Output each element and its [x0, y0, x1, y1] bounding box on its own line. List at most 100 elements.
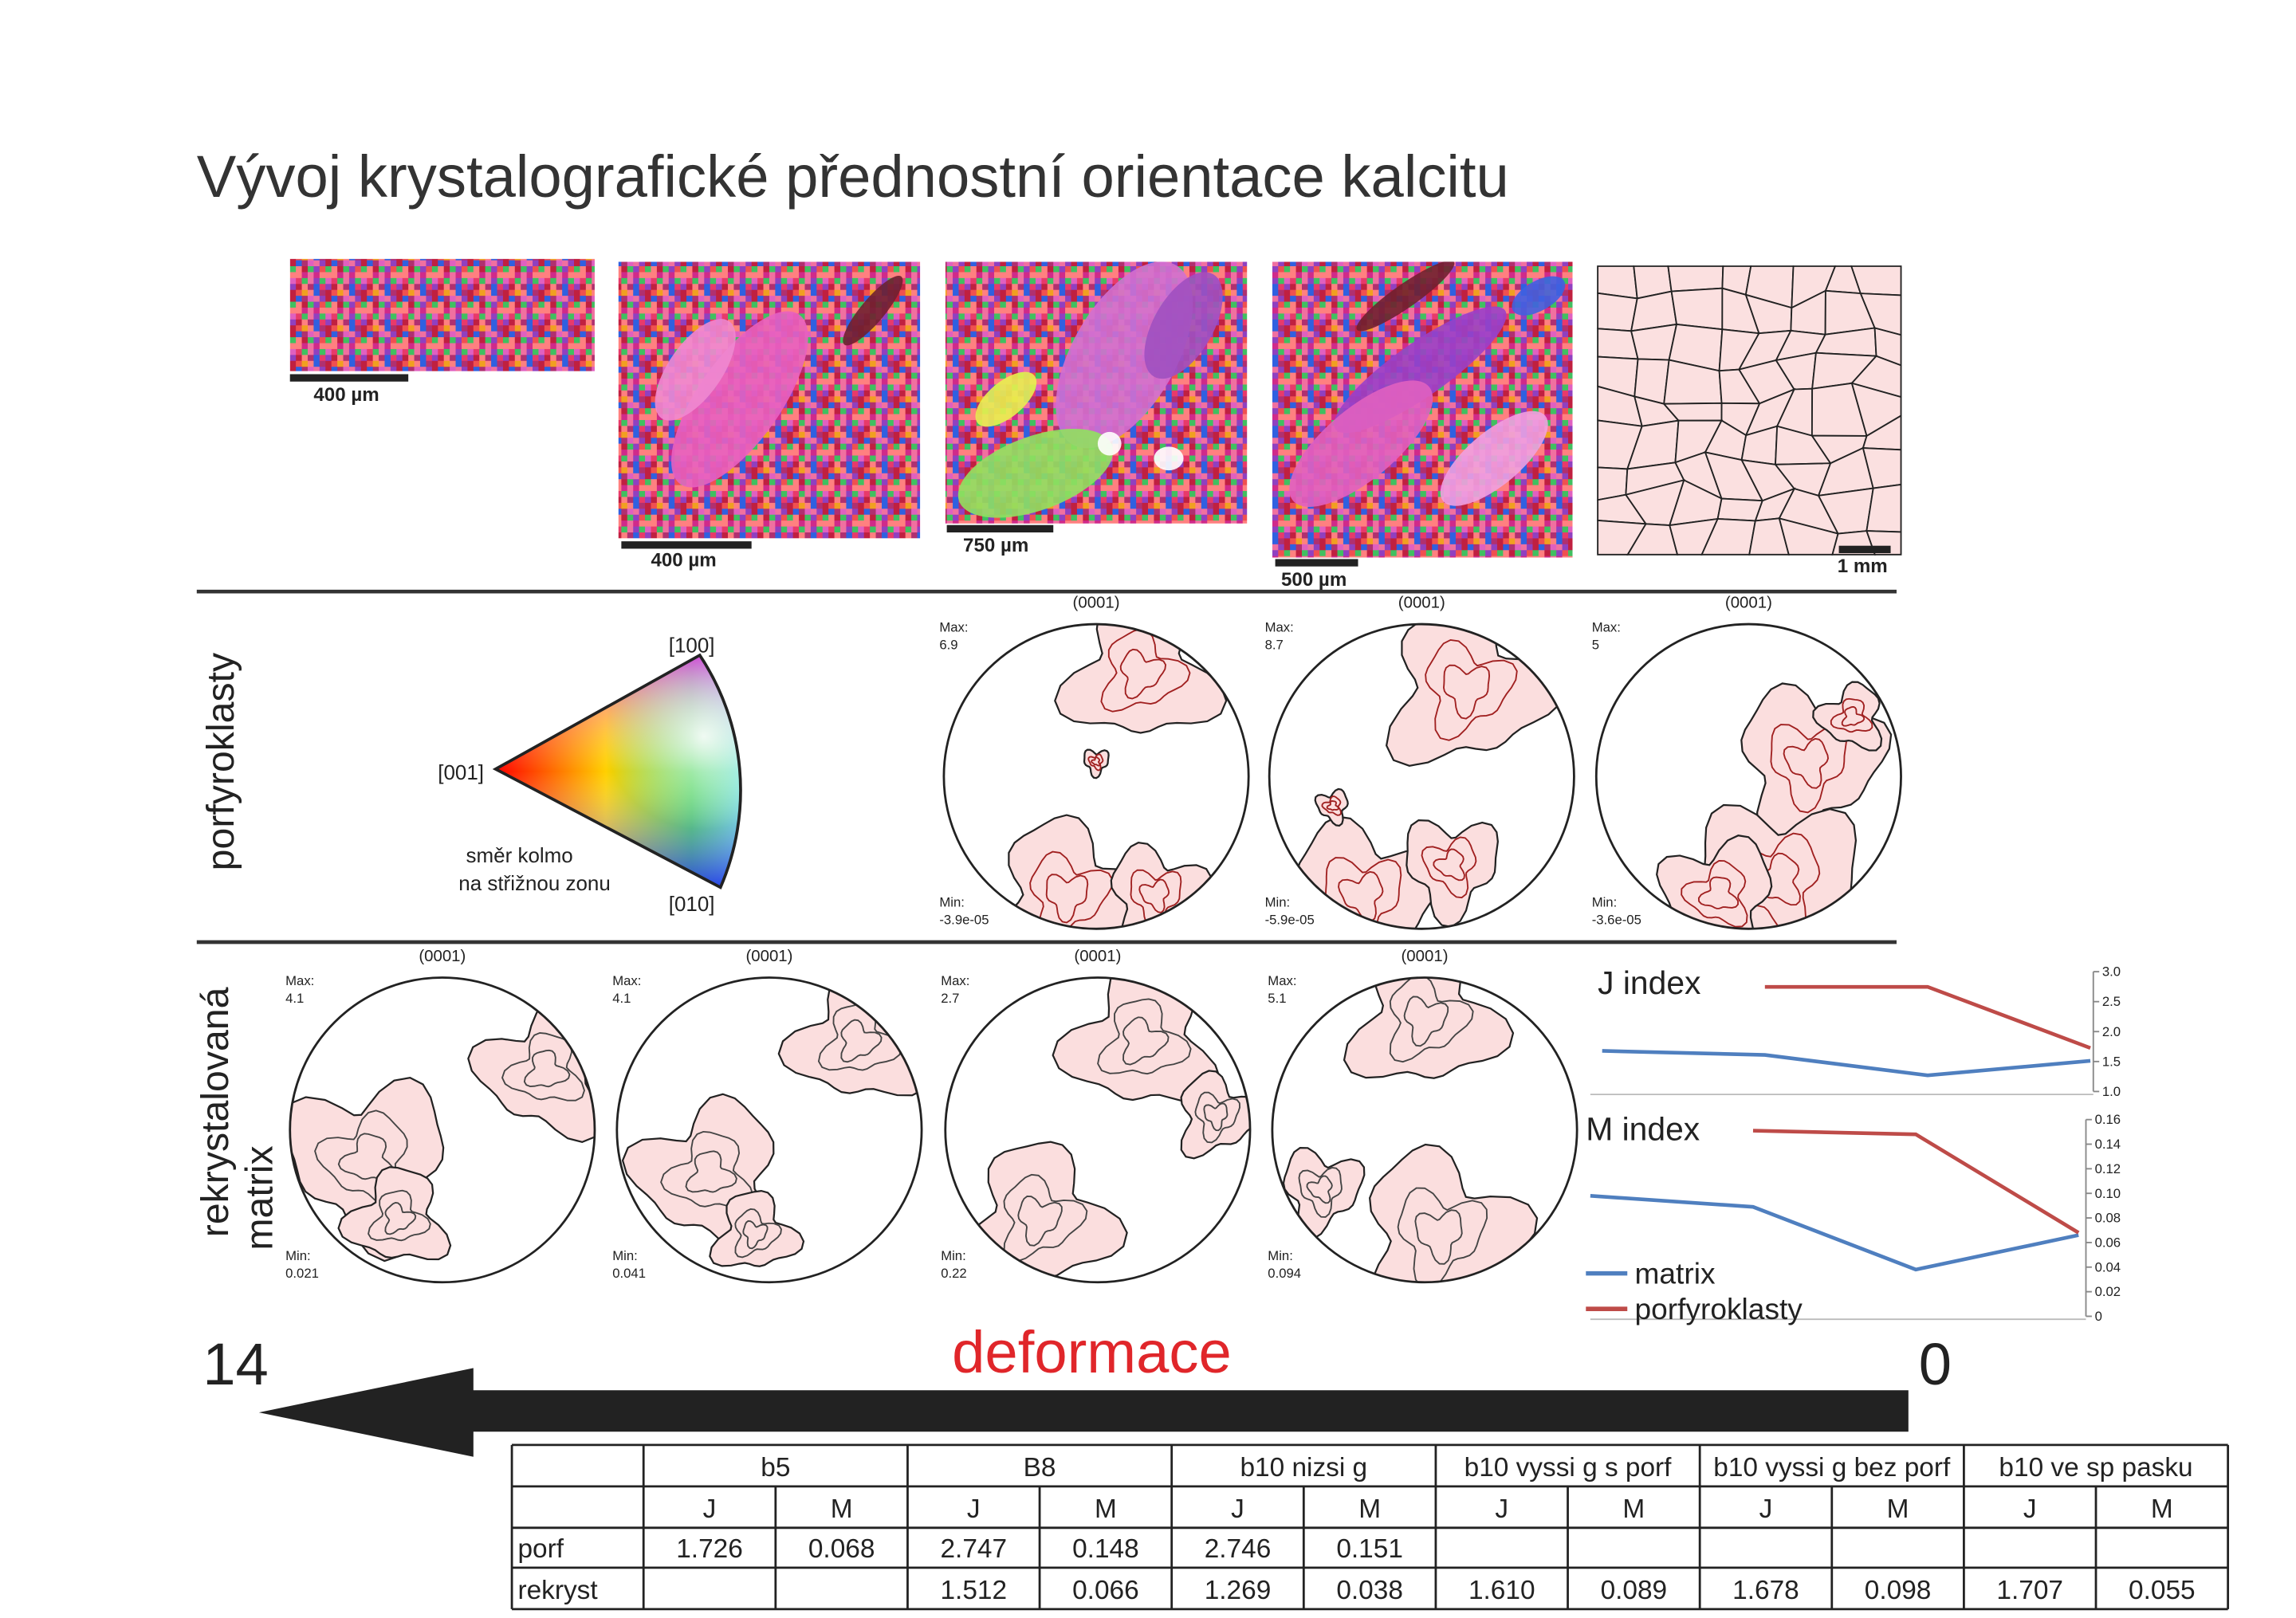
map-grain — [1056, 261, 1193, 449]
key-label: [001] — [438, 760, 484, 784]
min-label: Min: — [941, 1248, 966, 1263]
y-tick-label: 1.5 — [2102, 1054, 2121, 1069]
min-value: 0.094 — [1268, 1266, 1301, 1281]
contour — [709, 1189, 805, 1267]
min-label: Min: — [1268, 1248, 1293, 1263]
max-label: Max: — [1592, 619, 1621, 634]
min-label: Min: — [1265, 894, 1291, 909]
max-label: Max: — [941, 973, 969, 988]
contour — [1812, 681, 1883, 752]
contour — [1421, 836, 1477, 899]
pole-figure-contours — [1656, 681, 1893, 929]
color-key-outline — [492, 653, 742, 890]
arrow — [258, 1368, 1909, 1457]
color-key: [100] [001] [010] směr kolmo na střižnou… — [438, 633, 742, 916]
table-cell: b10 nizsi g — [1240, 1453, 1367, 1483]
contour — [1397, 1187, 1488, 1282]
table-cell: J — [2023, 1494, 2037, 1524]
table-cell: 2.747 — [940, 1534, 1007, 1564]
max-value: 6.9 — [939, 638, 957, 653]
scale-label: 400 µm — [313, 384, 379, 406]
deformation-arrow: 14 0 deformace — [202, 1319, 1952, 1457]
table-cell: M — [1887, 1494, 1909, 1524]
table-cell: M — [2151, 1494, 2173, 1524]
scale-label: 1 mm — [1838, 556, 1888, 577]
pole-figure — [944, 976, 1252, 1284]
contour — [1681, 860, 1748, 928]
min-value: -3.9e-05 — [939, 913, 989, 928]
contour — [1656, 835, 1773, 929]
max-value: 8.7 — [1265, 638, 1284, 653]
series-line — [1764, 984, 2091, 1051]
contour — [1194, 1091, 1240, 1144]
contour — [1017, 1196, 1063, 1247]
chart-title: J index — [1598, 964, 1700, 1001]
y-tick-label: 0 — [2095, 1309, 2102, 1324]
map-grain — [1440, 410, 1548, 506]
contour — [957, 1141, 1128, 1279]
table-cell: b5 — [761, 1453, 790, 1483]
min-value: 0.021 — [285, 1266, 319, 1281]
contour — [1119, 648, 1167, 700]
max-label: Max: — [612, 973, 641, 988]
y-tick-label: 0.12 — [2095, 1161, 2121, 1176]
y-tick-label: 0.02 — [2095, 1284, 2121, 1299]
contour — [1122, 1016, 1170, 1066]
contour — [1087, 753, 1104, 772]
scale-bar — [946, 524, 1054, 533]
pole-figure-contours — [1295, 624, 1567, 929]
table-cell: b10 ve sp pasku — [1999, 1453, 2192, 1483]
map-grain — [1512, 276, 1566, 316]
ebsd-map — [618, 261, 921, 539]
table-cell: 0.038 — [1336, 1576, 1403, 1605]
table-cell: b10 vyssi g bez porf — [1713, 1453, 1951, 1483]
map-grain — [1097, 431, 1122, 456]
contour — [1045, 874, 1089, 924]
map-grain — [1289, 380, 1433, 507]
chart-title: M index — [1586, 1111, 1700, 1148]
pole-figure — [942, 622, 1250, 930]
scale-bar — [1838, 545, 1891, 553]
contour — [1029, 850, 1114, 929]
table-cell: 1.512 — [940, 1576, 1007, 1605]
y-tick-label: 0.06 — [2095, 1235, 2121, 1250]
contour — [368, 1189, 431, 1242]
contour — [1343, 977, 1515, 1079]
max-label: Max: — [285, 973, 314, 988]
max-value: 4.1 — [285, 991, 304, 1006]
table-cell: M — [831, 1494, 853, 1524]
title: Vývoj krystalografické přednostní orient… — [197, 143, 1509, 210]
contour — [1321, 795, 1342, 816]
contour — [1697, 876, 1739, 909]
scale-label: 750 µm — [963, 535, 1028, 556]
key-label: [010] — [669, 892, 715, 916]
contour — [1097, 998, 1192, 1075]
pole-figure — [1271, 976, 1578, 1284]
y-tick-label: 1.0 — [2102, 1084, 2121, 1099]
plane-label: (0001) — [1402, 948, 1449, 965]
table-cell: J — [967, 1494, 981, 1524]
min-value: -5.9e-05 — [1265, 913, 1315, 928]
grain-outline-map — [1597, 265, 1902, 556]
map-grain — [975, 371, 1037, 427]
pole-figure — [289, 976, 596, 1284]
legend-label: porfyroklasty — [1635, 1292, 1803, 1325]
contour — [742, 1220, 769, 1250]
table-cell: rekryst — [517, 1576, 598, 1605]
max-label: Max: — [1265, 619, 1294, 634]
max-value: 2.7 — [941, 991, 959, 1006]
row-label: matrix — [238, 1145, 281, 1250]
table-cell: J — [703, 1494, 717, 1524]
table-cell: 1.678 — [1732, 1576, 1799, 1605]
map-grain — [655, 319, 736, 421]
table-cell: B8 — [1024, 1453, 1056, 1483]
table-cell: 1.707 — [1996, 1576, 2063, 1605]
table-cell: 1.269 — [1205, 1576, 1272, 1605]
key-caption: na střižnou zonu — [458, 871, 611, 895]
table: b5 B8 b10 nizsi g b10 vyssi g s porf b10 vys… — [510, 1443, 2230, 1611]
min-label: Min: — [939, 894, 965, 909]
map-grain — [1356, 261, 1455, 332]
arrow-label: deformace — [952, 1319, 1232, 1385]
series-line — [1602, 1049, 2091, 1078]
